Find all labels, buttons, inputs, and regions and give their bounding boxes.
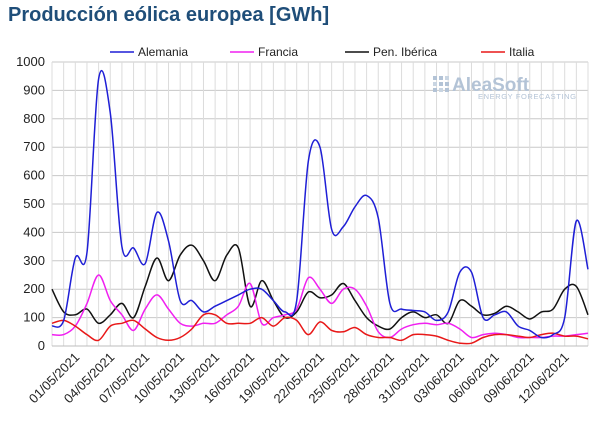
- y-tick-label: 300: [23, 253, 45, 268]
- y-tick-label: 500: [23, 196, 45, 211]
- grid: [51, 61, 589, 347]
- legend-label: Pen. Ibérica: [373, 45, 437, 59]
- series-line-francia: [51, 274, 589, 339]
- watermark: AleaSoft ENERGY FORECASTING: [433, 75, 577, 101]
- y-tick-label: 100: [23, 310, 45, 325]
- x-axis: 01/05/202104/05/202107/05/202110/05/2021…: [26, 350, 572, 407]
- legend-item-alemania: Alemania: [110, 45, 188, 59]
- series-line-italia: [51, 312, 589, 345]
- y-tick-label: 900: [23, 82, 45, 97]
- legend-item-italia: Italia: [481, 45, 535, 59]
- legend-item-francia: Francia: [230, 45, 298, 59]
- y-tick-label: 800: [23, 111, 45, 126]
- y-tick-label: 200: [23, 281, 45, 296]
- watermark-sub: ENERGY FORECASTING: [478, 92, 577, 101]
- watermark-main: AleaSoft: [452, 75, 530, 96]
- legend: Alemania Francia Pen. Ibérica Italia: [110, 45, 535, 59]
- series-line-pen-ib-rica: [51, 244, 589, 331]
- y-tick-label: 400: [23, 224, 45, 239]
- legend-label: Italia: [509, 45, 535, 59]
- aleasoft-logo-icon: [433, 76, 449, 92]
- series-layer: [51, 70, 589, 345]
- legend-label: Alemania: [138, 45, 188, 59]
- legend-item-pen-ib-rica: Pen. Ibérica: [345, 45, 437, 59]
- y-tick-label: 0: [38, 338, 45, 353]
- y-axis: 0 100 200 300 400 500 600 700 800 900 1000: [16, 54, 45, 353]
- series-line-alemania: [51, 70, 589, 339]
- chart-title: Producción eólica europea [GWh]: [8, 4, 330, 26]
- y-tick-label: 700: [23, 139, 45, 154]
- y-tick-label: 600: [23, 168, 45, 183]
- legend-label: Francia: [258, 45, 298, 59]
- y-tick-label: 1000: [16, 54, 45, 69]
